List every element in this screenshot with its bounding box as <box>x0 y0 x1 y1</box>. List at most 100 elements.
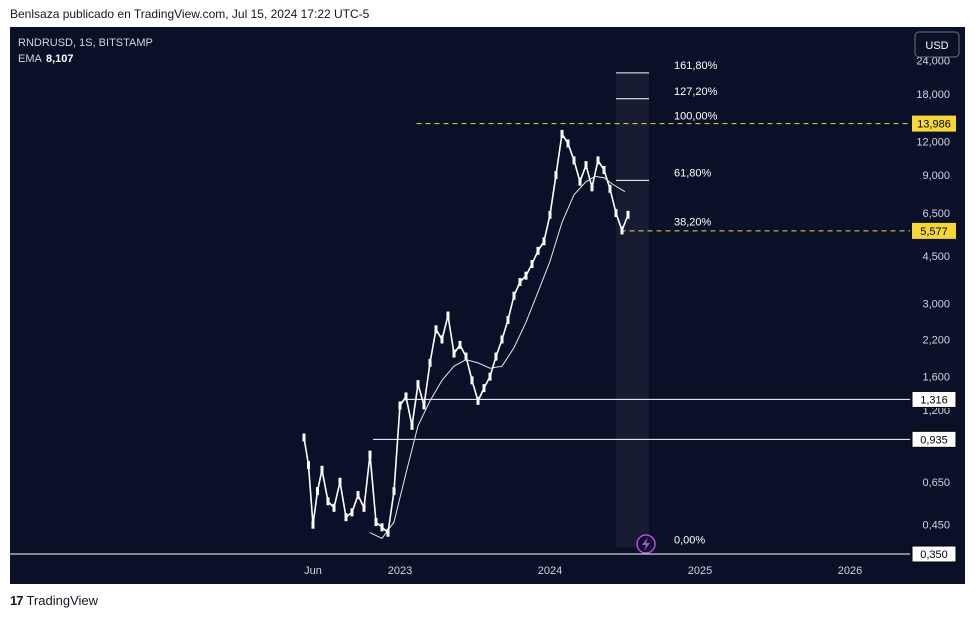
price-candle <box>620 226 624 235</box>
price-tick-label: 24,000 <box>916 56 950 68</box>
ema-line <box>369 175 626 540</box>
price-candle <box>422 401 426 410</box>
price-tag-label: 0,350 <box>920 549 948 561</box>
price-candle <box>386 528 390 537</box>
price-candle <box>332 503 336 512</box>
price-candle <box>590 183 594 192</box>
symbol-label: RNDRUSD, 1S, BITSTAMP <box>18 37 153 49</box>
price-candle <box>434 325 438 334</box>
time-tick-label: 2024 <box>538 565 562 577</box>
price-candle <box>542 237 546 246</box>
chart-panel[interactable]: 161,80% 127,20% 100,00% 61,80% 38,20% 0,00% 2… <box>10 27 965 584</box>
price-candle <box>476 396 480 405</box>
price-tick-label: 0,650 <box>922 477 950 489</box>
price-candle <box>566 139 570 148</box>
price-candle <box>320 465 324 474</box>
footer: 17 TradingView <box>10 593 98 608</box>
price-candle <box>316 487 319 496</box>
price-tick-label: 1,200 <box>922 405 950 417</box>
price-tick-label: 4,500 <box>922 251 950 263</box>
price-tag <box>911 545 957 563</box>
price-candle <box>554 171 558 180</box>
price-candle <box>464 352 468 361</box>
price-candle <box>380 523 384 532</box>
price-tick-label: 1,600 <box>922 372 950 384</box>
price-candle <box>614 209 618 218</box>
fib-level-label: 0,00% <box>674 535 705 547</box>
price-candle <box>311 520 315 529</box>
price-candle <box>368 450 372 459</box>
price-candle <box>356 491 360 500</box>
price-tag-label: 1,316 <box>920 394 948 406</box>
price-candle <box>326 497 330 506</box>
price-candle <box>428 358 432 367</box>
currency-button[interactable]: USD <box>914 31 960 58</box>
fib-level-label: 38,20% <box>674 216 712 228</box>
ema-label: EMA <box>18 53 43 65</box>
currency-button-label[interactable]: USD <box>925 40 948 52</box>
fib-level-label: 61,80% <box>674 167 712 179</box>
publication-header: Benlsaza publicado en TradingView.com, J… <box>10 7 370 21</box>
price-tick-label: 3,000 <box>922 298 950 310</box>
price-tag <box>911 430 957 448</box>
price-chart[interactable]: 161,80% 127,20% 100,00% 61,80% 38,20% 0,00% 2… <box>10 27 965 584</box>
price-candle <box>362 503 366 512</box>
price-candle <box>494 352 498 361</box>
price-candle <box>626 210 630 219</box>
price-tick-label: 9,000 <box>922 170 950 182</box>
price-candle <box>344 513 348 522</box>
price-candle <box>506 315 510 324</box>
price-candle <box>350 508 354 517</box>
price-tag <box>912 115 956 132</box>
time-tick-label: 2025 <box>688 565 712 577</box>
price-candle <box>608 184 612 193</box>
price-tick-label: 18,000 <box>916 89 950 101</box>
price-candle <box>578 177 582 186</box>
time-tick-label: Jun <box>304 565 322 577</box>
fib-level-label: 100,00% <box>674 111 718 123</box>
price-tick-label: 2,200 <box>922 334 950 346</box>
price-candle <box>398 401 402 410</box>
price-tick-label: 12,000 <box>916 136 950 148</box>
fib-level-label: 161,80% <box>674 60 718 72</box>
price-tick-label: 0,450 <box>922 520 950 532</box>
price-tag-label: 0,935 <box>920 434 948 446</box>
price-tag-label: 13,986 <box>917 119 951 131</box>
time-tick-label: 2026 <box>838 565 862 577</box>
price-candle <box>374 518 378 527</box>
price-candle <box>470 376 474 385</box>
chart-background <box>10 27 965 584</box>
tradingview-brand[interactable]: TradingView <box>26 593 99 608</box>
price-tick-label: 6,500 <box>922 208 950 220</box>
price-candle <box>488 372 492 381</box>
fib-zone <box>616 72 649 548</box>
price-candle <box>458 340 462 349</box>
price-candle <box>482 384 486 393</box>
price-candle <box>404 392 408 401</box>
price-candle <box>548 210 552 219</box>
price-candle <box>410 421 414 430</box>
price-candle <box>536 246 540 255</box>
price-candle <box>452 349 456 358</box>
price-candle <box>596 156 600 165</box>
price-candle <box>518 277 522 286</box>
price-candle <box>416 380 420 389</box>
currency-button-frame[interactable] <box>914 31 960 58</box>
price-candle <box>446 311 450 320</box>
tradingview-logo-icon[interactable]: 17 <box>10 593 24 608</box>
time-tick-label: 2023 <box>388 565 412 577</box>
price-candle <box>500 335 504 344</box>
price-candle <box>560 129 564 138</box>
price-candle <box>440 335 444 344</box>
price-candle <box>302 433 306 442</box>
price-candle <box>602 165 606 174</box>
fib-level-label: 127,20% <box>674 86 718 98</box>
price-candle <box>584 161 588 170</box>
price-candle <box>572 156 576 165</box>
price-tag <box>911 390 957 408</box>
price-candle <box>524 271 528 280</box>
price-candle <box>512 291 516 300</box>
ema-value: 8,107 <box>46 53 74 65</box>
price-candle <box>307 461 310 470</box>
alert-icon[interactable] <box>636 534 656 554</box>
